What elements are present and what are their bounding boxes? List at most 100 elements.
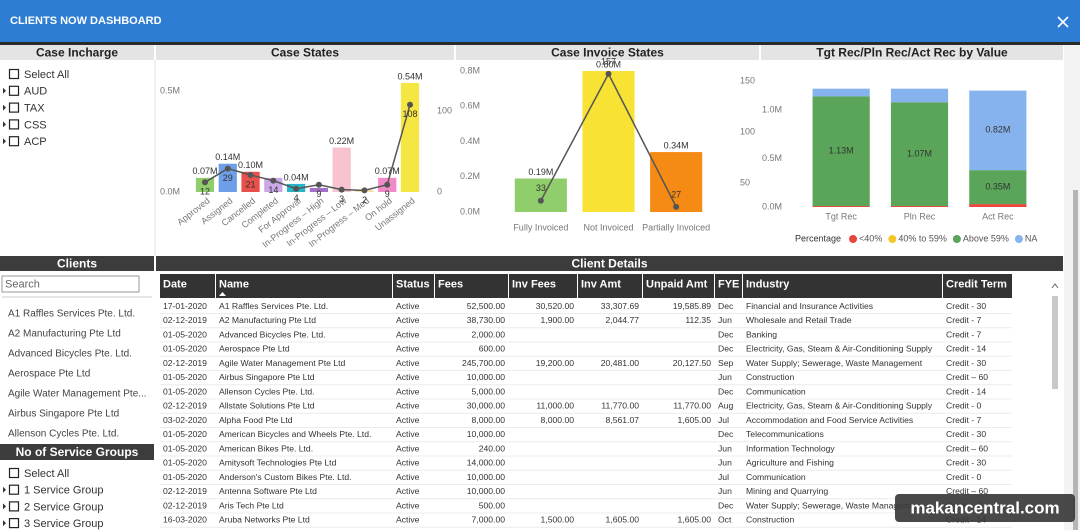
- client-item[interactable]: Advanced Bicycles Pte. Ltd.: [8, 349, 132, 360]
- checkbox[interactable]: [8, 68, 20, 80]
- legend-item[interactable]: NA: [1014, 233, 1038, 243]
- client-item[interactable]: Airbus Singapore Pte Ltd: [8, 409, 119, 420]
- header-title: CLIENTS NOW DASHBOARD: [10, 15, 162, 27]
- table-cell: Dec: [718, 429, 734, 439]
- bar-label: 0.07M: [192, 166, 217, 176]
- slicer-item[interactable]: 3 Service Group: [3, 517, 103, 530]
- count-label: 33: [536, 183, 546, 193]
- table-cell: Credit - 30: [946, 429, 986, 439]
- table-cell: Active: [396, 401, 420, 411]
- client-item[interactable]: A1 Raffles Services Pte. Ltd.: [8, 309, 135, 320]
- bar-label: 0.10M: [238, 160, 263, 170]
- column-header[interactable]: Date: [160, 274, 215, 298]
- column-header[interactable]: Inv Amt: [578, 274, 642, 298]
- count-point: [384, 181, 391, 188]
- table-cell: 01-05-2020: [163, 458, 207, 468]
- column-header[interactable]: Inv Fees: [509, 274, 577, 298]
- legend-item[interactable]: 40% to 59%: [888, 233, 947, 243]
- table-cell: 245,700.00: [462, 358, 505, 368]
- page-scroll-thumb[interactable]: [1073, 190, 1078, 530]
- table-cell: Information Technology: [746, 443, 835, 453]
- count-label: 157: [601, 56, 616, 66]
- table-cell: Aruba Networks Pte Ltd: [219, 515, 310, 525]
- stack-segment: [969, 170, 1027, 205]
- column-header-label: Unpaid Amt: [646, 278, 708, 290]
- client-item[interactable]: A2 Manufacturing Pte Ltd: [8, 329, 121, 340]
- x-tick-label: Partially Invoiced: [642, 222, 710, 232]
- table-cell: 600.00: [479, 344, 506, 354]
- legend-item[interactable]: <40%: [849, 233, 882, 243]
- table-cell: Credit - 0: [946, 401, 982, 411]
- checkbox[interactable]: [8, 501, 20, 512]
- column-header[interactable]: Credit Term: [943, 274, 1012, 298]
- column-header[interactable]: Industry: [743, 274, 942, 298]
- slicer-label: AUD: [24, 86, 47, 98]
- bar: [264, 177, 283, 192]
- table-cell: Credit - 14: [946, 344, 986, 354]
- search-box[interactable]: [1, 275, 140, 293]
- checkbox[interactable]: [8, 136, 20, 147]
- table-cell: Mining and Quarrying: [746, 486, 828, 496]
- table-cell: 2,000.00: [472, 329, 506, 339]
- header-divider: [0, 42, 1080, 45]
- section-title: Clients: [57, 257, 97, 271]
- segment-label: 0.82M: [985, 125, 1010, 135]
- client-item[interactable]: Agile Water Management Pte...: [8, 389, 147, 400]
- slicer-item[interactable]: 1 Service Group: [3, 484, 103, 497]
- count-point: [361, 187, 368, 194]
- count-point: [338, 186, 345, 193]
- column-header[interactable]: Fees: [435, 274, 508, 298]
- column-header[interactable]: Status: [393, 274, 434, 298]
- legend-item[interactable]: Above 59%: [952, 233, 1009, 243]
- stack-segment: [890, 102, 949, 207]
- count-point: [315, 181, 322, 188]
- table-scroll-thumb[interactable]: [1052, 296, 1058, 389]
- slicer-item[interactable]: AUD: [3, 85, 47, 98]
- table-scroll-up[interactable]: [1051, 283, 1059, 289]
- slicer-item[interactable]: ACP: [3, 136, 47, 148]
- slicer-item[interactable]: CSS: [3, 119, 47, 131]
- count-label: 2: [362, 195, 367, 205]
- table-cell: Agile Water Management Pte Ltd: [219, 358, 345, 368]
- column-header-bg: [509, 274, 577, 298]
- column-header-label: Industry: [746, 278, 790, 290]
- checkbox[interactable]: [8, 517, 20, 529]
- table-cell: Credit - 7: [946, 329, 982, 339]
- table-cell: Communication: [746, 472, 806, 482]
- legend-swatch: [952, 235, 961, 243]
- close-button[interactable]: [1057, 16, 1069, 28]
- slicer-item[interactable]: Select All: [8, 467, 70, 480]
- column-header[interactable]: FYE: [715, 274, 742, 298]
- table-cell: 38,730.00: [467, 315, 505, 325]
- table-cell: Amitysoft Technologies Pte Ltd: [219, 458, 337, 468]
- table-cell: Active: [396, 458, 420, 468]
- table-cell: Dec: [718, 344, 734, 354]
- checkbox[interactable]: [8, 467, 20, 479]
- column-header[interactable]: Unpaid Amt: [643, 274, 714, 298]
- bar-label: 0.54M: [398, 71, 423, 81]
- slicer-label: TAX: [24, 103, 45, 115]
- table-cell: Jun: [718, 372, 732, 382]
- checkbox[interactable]: [8, 484, 20, 495]
- checkbox[interactable]: [8, 119, 20, 130]
- slicer-item[interactable]: Select All: [8, 68, 70, 81]
- x-tick-label: Act Rec: [982, 211, 1014, 221]
- column-header[interactable]: Name: [216, 274, 392, 298]
- slicer-item[interactable]: TAX: [3, 102, 45, 115]
- table-cell: American Bicycles and Wheels Pte. Ltd.: [219, 429, 371, 439]
- checkbox[interactable]: [8, 102, 20, 113]
- client-item[interactable]: Allenson Cycles Pte. Ltd.: [8, 429, 119, 440]
- table-cell: 20,127.50: [673, 358, 711, 368]
- stack-segment: [969, 204, 1027, 207]
- count-point: [537, 197, 544, 204]
- slicer-item[interactable]: 2 Service Group: [3, 501, 103, 513]
- client-item[interactable]: Aerospace Pte Ltd: [8, 369, 90, 380]
- y2-tick-label: 150: [740, 75, 755, 85]
- table-cell: Jun: [718, 458, 732, 468]
- table-cell: 2,044.77: [606, 315, 640, 325]
- table-cell: 1,605.00: [678, 515, 712, 525]
- checkbox[interactable]: [8, 85, 20, 96]
- slicer-label: ACP: [24, 136, 47, 148]
- table-cell: 20,481.00: [601, 358, 639, 368]
- y2-tick-label: 0: [437, 186, 442, 196]
